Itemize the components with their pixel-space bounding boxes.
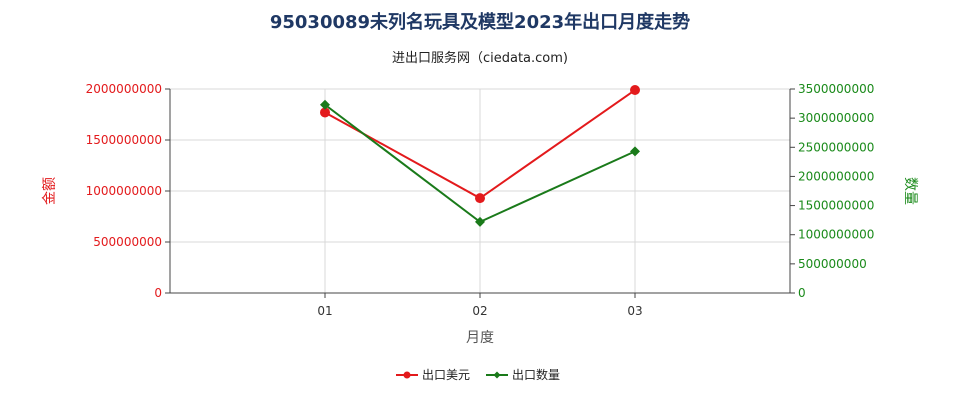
y-right-tick-label: 0 <box>798 286 806 300</box>
series-point-2 <box>475 216 485 227</box>
y-left-tick-label: 0 <box>154 286 162 300</box>
y-left-tick-label: 1000000000 <box>86 184 162 198</box>
legend-swatch-marker-2[interactable] <box>493 371 501 379</box>
y-right-tick-label: 500000000 <box>798 257 867 271</box>
y-right-tick-label: 2000000000 <box>798 169 874 183</box>
y-axis-left-title: 金额 <box>42 177 58 205</box>
y-right-tick-label: 2500000000 <box>798 140 874 154</box>
tick-labels: 0 500000000 1000000000 1500000000 2000000000… <box>86 82 875 318</box>
y-right-tick-label: 3000000000 <box>798 111 874 125</box>
x-tick-label: 01 <box>317 304 332 318</box>
y-right-tick-label: 3500000000 <box>798 82 874 96</box>
series-group <box>320 85 640 227</box>
chart-subtitle: 进出口服务网（ciedata.com) <box>392 50 568 66</box>
legend-label-2[interactable]: 出口数量 <box>512 367 560 382</box>
legend-label-1[interactable]: 出口美元 <box>422 368 470 382</box>
y-left-tick-label: 500000000 <box>93 235 162 249</box>
y-axis-right-title: 数量 <box>902 177 918 205</box>
series-point-2 <box>320 99 330 110</box>
y-right-tick-label: 1000000000 <box>798 228 874 242</box>
y-left-tick-label: 1500000000 <box>86 133 162 147</box>
series-point-1 <box>475 193 485 204</box>
x-tick-label: 02 <box>472 304 487 318</box>
x-axis-title: 月度 <box>466 330 494 346</box>
series-point-2 <box>630 146 640 157</box>
series-point-1 <box>630 85 640 96</box>
legend[interactable]: 出口美元 出口数量 <box>396 367 560 382</box>
x-tick-label: 03 <box>627 304 642 318</box>
plot-grid <box>169 88 791 294</box>
chart-title: 95030089未列名玩具及模型2023年出口月度走势 <box>270 11 690 33</box>
y-left-tick-label: 2000000000 <box>86 82 162 96</box>
legend-swatch-marker-1[interactable] <box>403 371 411 379</box>
series-point-1 <box>320 107 330 118</box>
axes <box>165 88 795 298</box>
y-right-tick-label: 1500000000 <box>798 199 874 213</box>
